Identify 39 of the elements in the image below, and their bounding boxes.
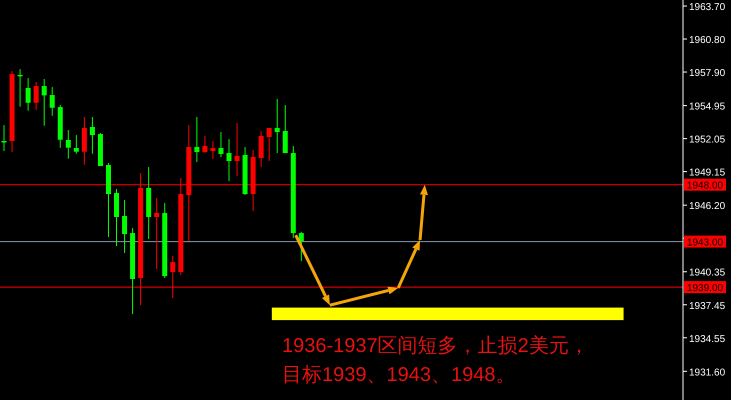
y-tick-label: 1934.55 [689, 334, 726, 345]
candlestick [274, 98, 280, 154]
y-tick-label: 1931.60 [689, 367, 726, 378]
y-tick-label: 1946.20 [689, 201, 726, 212]
y-tick-label: 1940.35 [689, 268, 726, 279]
y-tick-label: 1952.05 [689, 134, 726, 146]
candlestick [194, 116, 200, 163]
candlestick [298, 232, 304, 262]
candlestick [218, 132, 224, 158]
candlestick [26, 78, 31, 112]
y-tick-label: 1954.95 [689, 102, 726, 113]
y-tick-label: 1937.45 [689, 300, 726, 312]
candlestick [210, 140, 216, 160]
annotation: 目标1939、1943、1948。 [282, 364, 516, 386]
candlestick [50, 86, 55, 116]
y-tick-label: 1957.90 [689, 68, 726, 80]
candlestick [82, 116, 87, 166]
candlestick [234, 122, 240, 177]
candlestick [266, 128, 272, 162]
candlestick [282, 104, 288, 154]
candlestick [154, 198, 160, 270]
candlestick [74, 134, 79, 154]
candlestick [2, 124, 7, 152]
candlestick [122, 200, 128, 254]
y-tick-label: 1960.80 [689, 35, 726, 46]
candlestick [42, 78, 47, 126]
annotation: 1936-1937区间短多，止损2美元， [282, 334, 589, 357]
candlestick [34, 82, 39, 111]
ref-line-label: 1943.00 [686, 238, 724, 249]
ref-line-label: 1939.00 [686, 283, 724, 294]
candlestick [202, 135, 208, 154]
y-tick-label: 1949.15 [689, 168, 726, 179]
candlestick [66, 130, 71, 160]
candlestick [90, 116, 95, 154]
candlestick [258, 130, 264, 168]
ref-line-label: 1948.00 [686, 180, 724, 192]
candlestick [226, 138, 232, 182]
y-tick-label: 1963.70 [689, 2, 726, 14]
candlestick [18, 68, 23, 108]
